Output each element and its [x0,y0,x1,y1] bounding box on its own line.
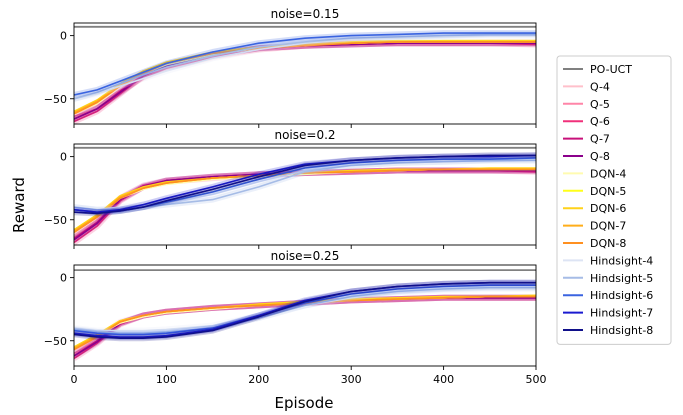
y-tick-label: −50 [44,93,67,106]
panels: noise=0.15 0 −50 noise=0.2 0 −50 noise=0.25 0 −5… [44,7,547,386]
series-band [74,40,536,124]
legend-label: Q-6 [590,115,610,128]
series-line [74,168,536,232]
legend-label: Q-7 [590,133,610,146]
plot-frame [73,264,537,367]
x-tick-label: 100 [156,373,177,386]
series-group [74,25,536,124]
series-line [74,33,536,100]
panel-title: noise=0.15 [271,7,340,21]
series-line [74,32,536,96]
series-line [74,34,536,100]
y-tick-label: 0 [60,151,67,164]
series-line [74,167,536,231]
series-group [74,269,536,361]
panel-1: noise=0.15 0 −50 [44,7,537,128]
y-tick-label: −50 [44,214,67,227]
panel-title: noise=0.2 [274,128,335,142]
legend-label: DQN-6 [590,202,626,215]
plot-frame [73,143,537,246]
y-tick-label: 0 [60,30,67,43]
legend-label: Hindsight-4 [590,254,653,267]
legend-box [556,55,672,345]
legend-label: Hindsight-5 [590,272,653,285]
legend-label: Q-8 [590,150,610,163]
y-tick-label: −50 [44,335,67,348]
x-tick-label: 200 [248,373,269,386]
x-tick-label: 500 [526,373,547,386]
series-line [74,154,536,215]
series-line [74,168,536,234]
series-line [74,168,536,231]
legend-label: DQN-4 [590,167,626,180]
legend-label: DQN-8 [590,237,626,250]
legend: PO-UCT Q-4 Q-5 Q-6 Q-7 Q-8 DQN-4 DQN-5 DQN-6 DQN-… [556,55,672,345]
series-line [74,294,536,348]
legend-label: Q-4 [590,80,610,93]
x-tick-label: 300 [341,373,362,386]
panel-3: noise=0.25 0 −50 0 100 200 300 400 500 [44,249,547,386]
panel-title: noise=0.25 [271,249,340,263]
legend-label: Hindsight-6 [590,289,653,302]
x-axis-label: Episode [275,394,334,412]
x-tick-label: 0 [71,373,78,386]
legend-label: PO-UCT [590,63,632,76]
legend-label: Hindsight-7 [590,307,653,320]
legend-label: Hindsight-8 [590,324,653,337]
legend-label: DQN-7 [590,220,626,233]
series-line [74,281,536,340]
series-line [74,42,536,123]
series-band [74,284,536,337]
legend-label: Q-5 [590,98,610,111]
series-group [74,146,536,245]
legend-label: DQN-5 [590,185,626,198]
series-line [74,286,536,335]
panel-2: noise=0.2 0 −50 [44,128,537,249]
x-tick-label: 400 [433,373,454,386]
y-axis-label: Reward [10,177,28,233]
series-line [74,295,536,351]
y-tick-label: 0 [60,272,67,285]
series-line [74,168,536,234]
plot-frame [73,22,537,125]
